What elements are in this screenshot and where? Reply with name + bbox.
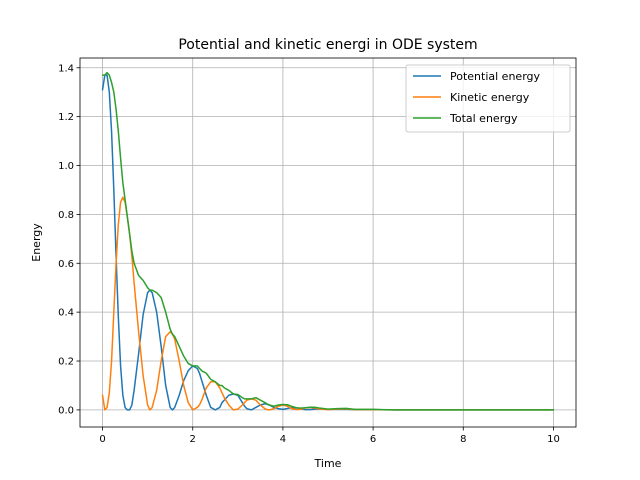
y-tick-label: 1.2 — [58, 112, 74, 123]
series-line-potential-energy — [101, 74, 555, 411]
x-tick-label: 10 — [547, 434, 560, 445]
x-tick-label: 4 — [280, 434, 286, 445]
series-layer — [101, 71, 555, 411]
x-tick-label: 2 — [190, 434, 196, 445]
legend: Potential energy Kinetic energy Total ener… — [405, 64, 571, 133]
y-tick-label: 0.0 — [58, 405, 74, 416]
legend-label-total-energy: Total energy — [449, 112, 518, 125]
tick-layer: 0 2 4 6 8 10 0.0 0.2 0.4 0.6 0.8 1.0 1.2 1.4 — [58, 63, 560, 445]
chart-title: Potential and kinetic energi in ODE syst… — [178, 37, 477, 53]
x-tick-label: 6 — [370, 434, 376, 445]
y-axis-label: Energy — [30, 223, 43, 262]
y-tick-label: 0.6 — [58, 259, 74, 270]
y-tick-label: 0.2 — [58, 357, 74, 368]
plot-frame — [79, 57, 577, 428]
x-tick-label: 0 — [99, 434, 105, 445]
series-line-total-energy — [101, 71, 555, 411]
y-tick-label: 1.4 — [58, 63, 74, 74]
y-tick-label: 0.4 — [58, 308, 74, 319]
x-axis-label: Time — [314, 457, 342, 470]
legend-label-potential-energy: Potential energy — [450, 70, 541, 83]
x-tick-label: 8 — [460, 434, 466, 445]
y-tick-label: 1.0 — [58, 161, 74, 172]
legend-box — [405, 64, 571, 133]
legend-label-kinetic-energy: Kinetic energy — [450, 91, 530, 104]
y-tick-label: 0.8 — [58, 210, 74, 221]
